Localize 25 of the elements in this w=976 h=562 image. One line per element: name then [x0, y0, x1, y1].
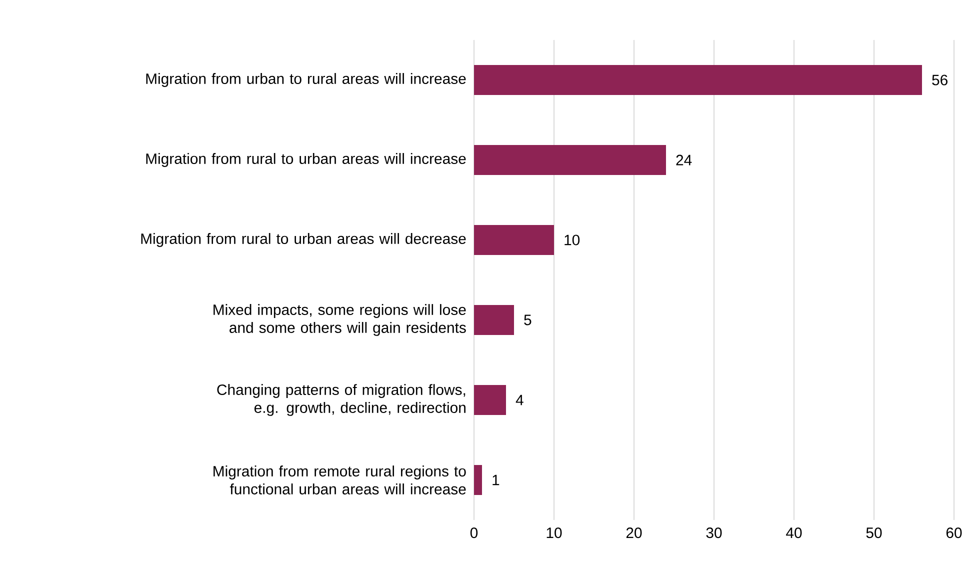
y-tick-label: Mixed impacts, some regions will lose and some others will gain residents	[214, 304, 466, 336]
y-tick-label: Migration from urban to rural areas will increase	[146, 73, 466, 87]
x-tick-label: 0	[470, 528, 478, 538]
x-tick-label: 30	[706, 528, 722, 538]
bar	[474, 384, 506, 415]
y-tick-label: Migration from rural to urban areas will decrease	[141, 233, 466, 247]
bar	[474, 304, 514, 335]
bar	[474, 464, 482, 495]
data-label: 4	[516, 394, 524, 406]
x-tick-label: 10	[546, 528, 562, 538]
data-label: 10	[564, 234, 580, 246]
y-tick-label: Changing patterns of migration flows, e.g. growth, decline, redirection	[217, 384, 466, 416]
bar	[474, 144, 666, 175]
bar	[474, 64, 922, 95]
bar	[474, 224, 554, 255]
data-label: 5	[524, 314, 532, 326]
y-tick-label: Migration from remote rural regions to functional urban areas will increase	[214, 466, 466, 494]
data-label: 1	[492, 474, 500, 486]
x-tick-label: 50	[866, 528, 882, 538]
x-tick-label: 60	[946, 528, 962, 538]
x-tick-label: 20	[626, 528, 642, 538]
data-label: 56	[932, 74, 948, 86]
data-label: 24	[676, 154, 692, 166]
y-tick-label: Migration from rural to urban areas will increase	[146, 153, 466, 167]
x-tick-label: 40	[786, 528, 802, 538]
